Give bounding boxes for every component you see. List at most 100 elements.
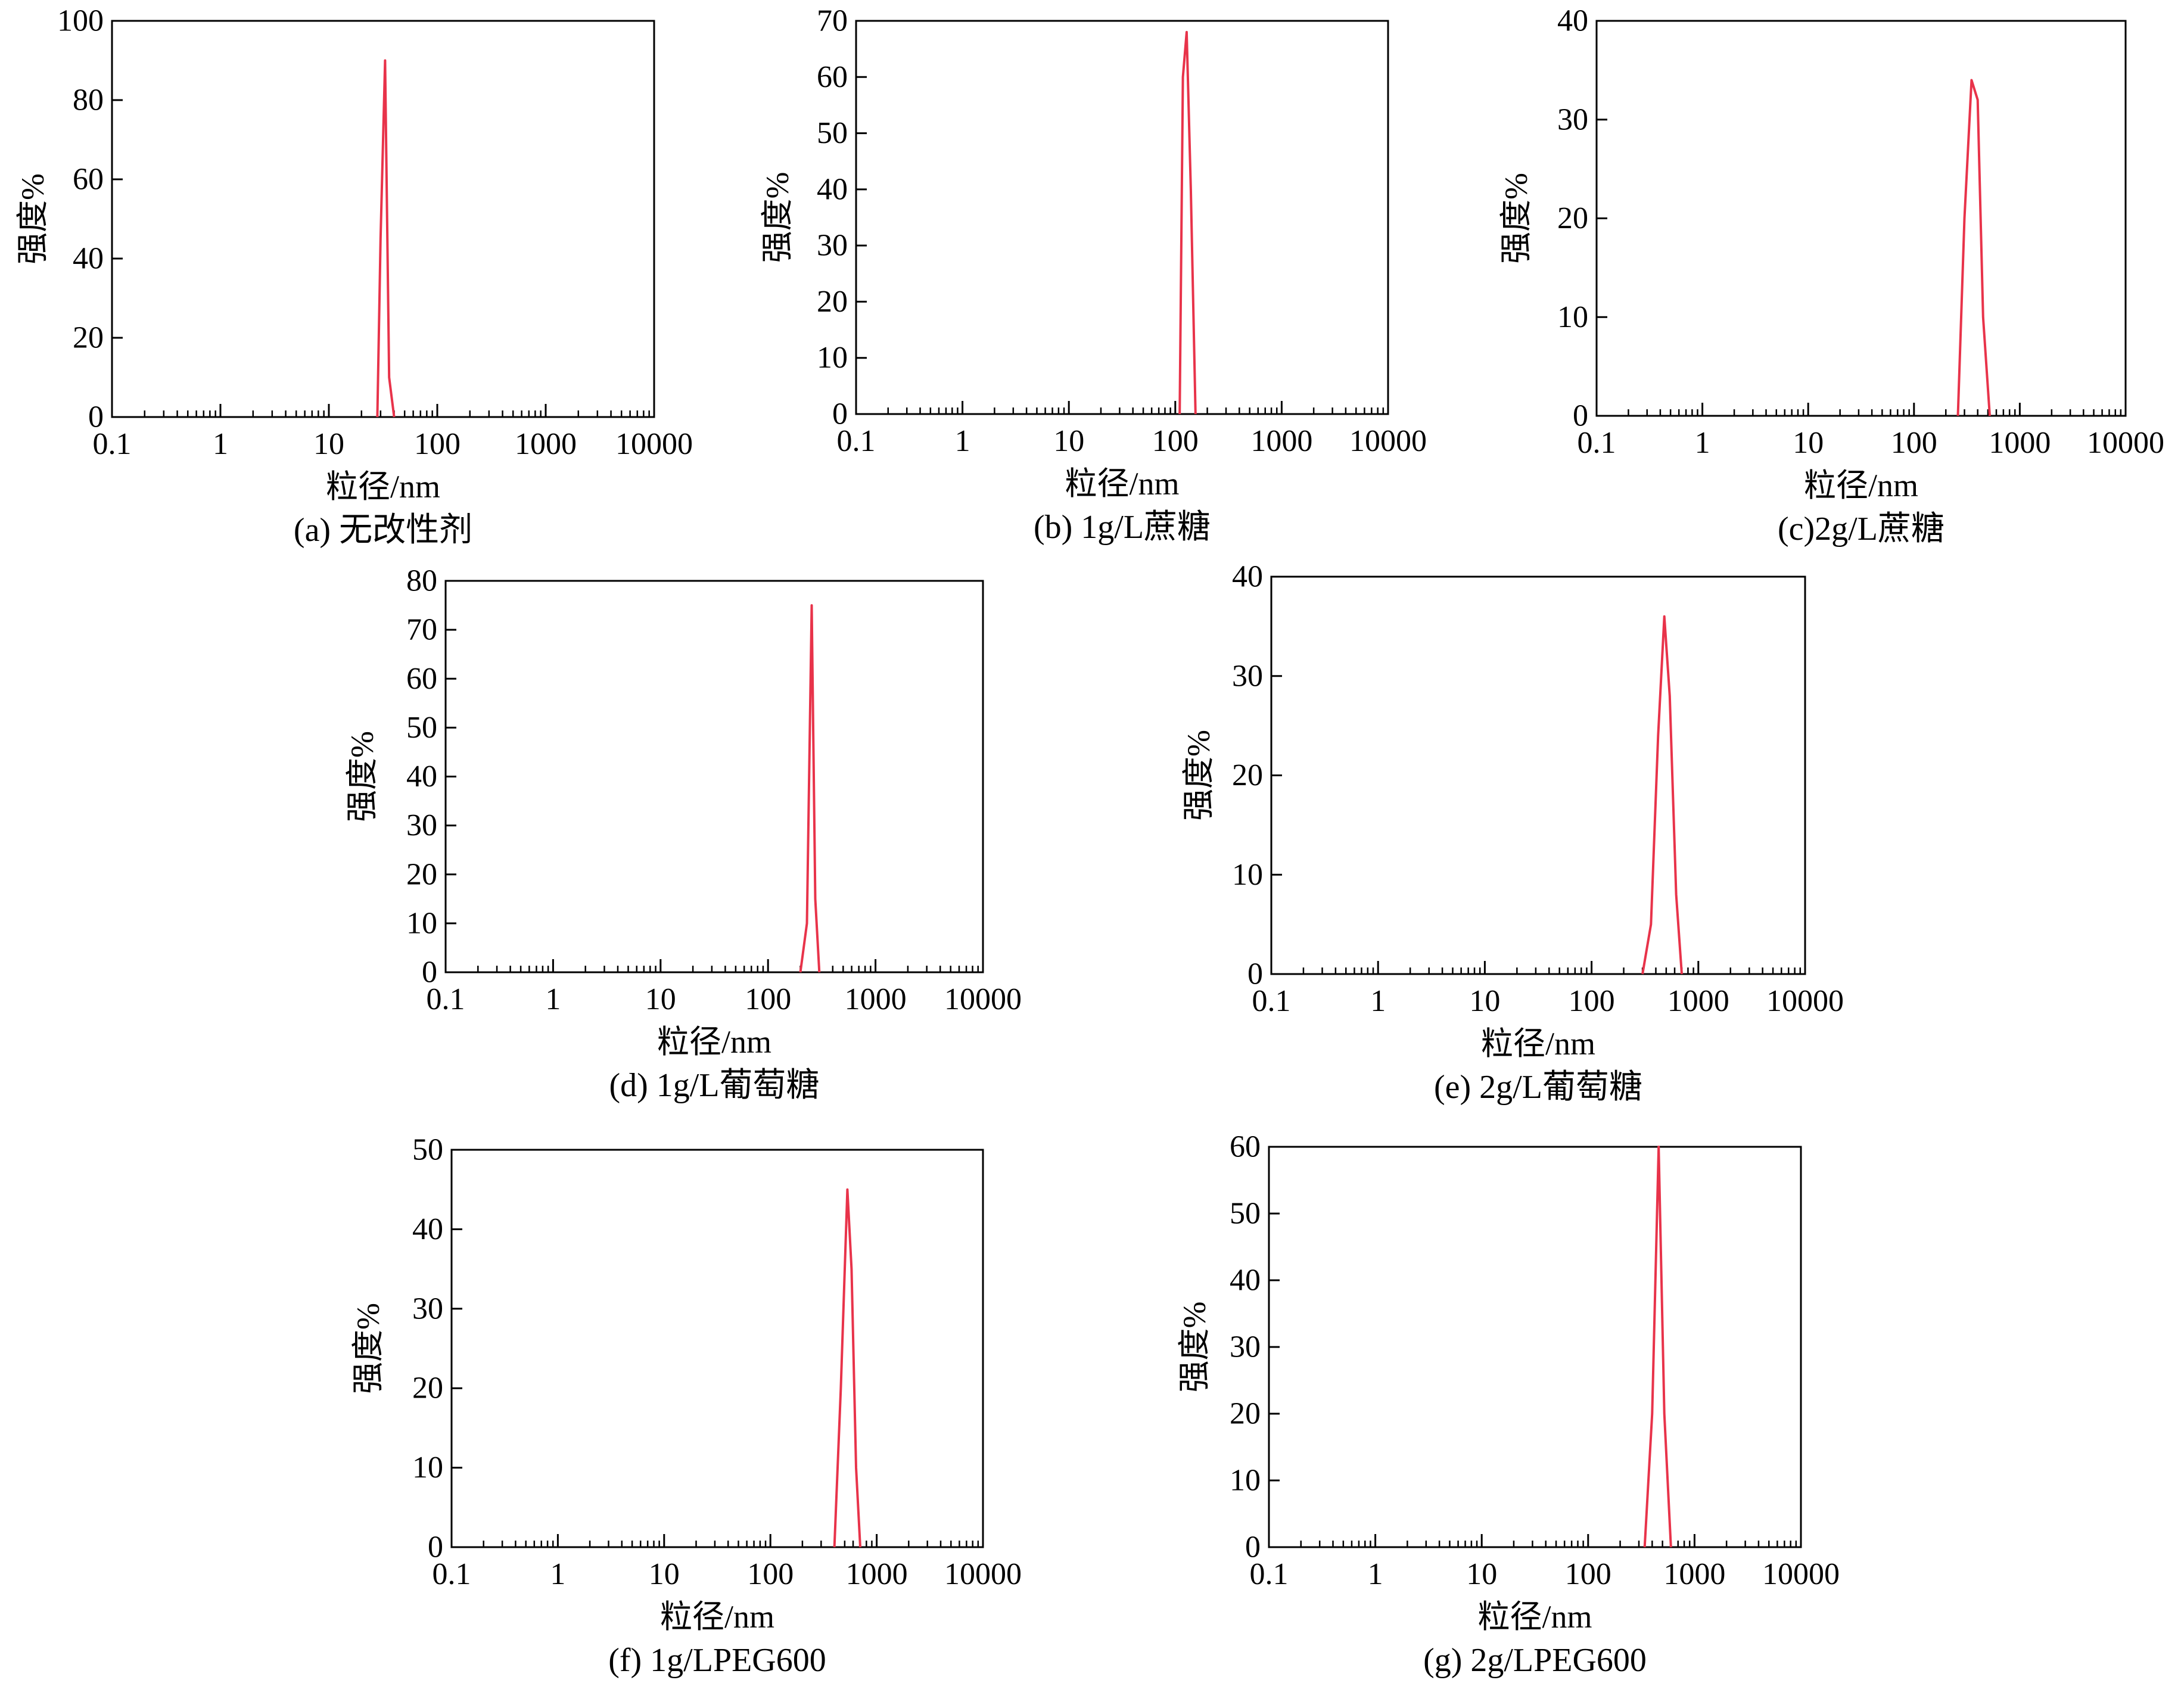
y-tick-label: 40 xyxy=(406,760,437,794)
y-tick-label: 10 xyxy=(412,1451,443,1485)
x-tick-label: 10 xyxy=(645,982,676,1016)
x-tick-label: 10000 xyxy=(2087,426,2164,460)
y-axis-label: 强度% xyxy=(760,172,795,263)
y-tick-label: 20 xyxy=(406,857,437,891)
x-tick-label: 100 xyxy=(745,982,791,1016)
x-tick-label: 100 xyxy=(747,1557,794,1591)
y-tick-label: 0 xyxy=(1573,399,1588,433)
x-tick-label: 0.1 xyxy=(1250,1557,1289,1591)
y-tick-label: 40 xyxy=(1230,1264,1261,1298)
y-tick-label: 40 xyxy=(1232,560,1263,594)
y-axis-label: 强度% xyxy=(350,1303,386,1394)
x-axis-label: 粒径/nm xyxy=(1804,468,1918,503)
y-axis-label: 强度% xyxy=(1498,173,1534,264)
panel-caption: (c)2g/L蔗糖 xyxy=(1778,511,1944,547)
y-tick-label: 20 xyxy=(412,1371,443,1405)
x-axis-label: 粒径/nm xyxy=(1477,1599,1592,1635)
series-line xyxy=(1641,615,1683,975)
x-tick-label: 1000 xyxy=(515,427,577,461)
x-tick-label: 0.1 xyxy=(427,982,465,1016)
chart-panel-e: 0 10 20 30 40 0.1 1 10 100 1000 10000 粒径/nm 强度% (e) 2… xyxy=(1181,560,1844,1106)
x-axis-label: 粒径/nm xyxy=(1481,1026,1595,1062)
chart-panel-b: 0 10 20 30 40 50 60 70 0.1 1 10 100 1000 10000 粒径/nm 强度… xyxy=(760,4,1427,546)
y-tick-label: 20 xyxy=(1230,1397,1261,1431)
series-line xyxy=(799,604,821,973)
y-tick-label: 30 xyxy=(1557,102,1588,136)
y-tick-label: 40 xyxy=(73,242,104,276)
y-tick-label: 60 xyxy=(1230,1130,1261,1164)
x-tick-label: 100 xyxy=(1565,1557,1611,1591)
chart-panel-f: 0 10 20 30 40 50 0.1 1 10 100 1000 10000 粒径/nm 强度% (f)… xyxy=(350,1133,1022,1679)
plot-frame xyxy=(444,580,984,973)
x-tick-label: 100 xyxy=(1891,426,1937,460)
y-tick-label: 50 xyxy=(412,1133,443,1167)
x-tick-label: 1000 xyxy=(1250,424,1312,458)
y-tick-label: 30 xyxy=(412,1292,443,1326)
y-axis-label: 强度% xyxy=(1177,1302,1212,1393)
x-tick-label: 1000 xyxy=(1663,1557,1725,1591)
x-tick-label: 1 xyxy=(955,424,970,458)
x-tick-label: 10000 xyxy=(1762,1557,1840,1591)
y-tick-label: 30 xyxy=(1230,1330,1261,1364)
x-axis-label: 粒径/nm xyxy=(660,1599,774,1635)
y-tick-label: 50 xyxy=(817,116,848,150)
x-tick-label: 1 xyxy=(550,1557,565,1591)
series-line xyxy=(1643,1146,1672,1548)
panel-caption: (f) 1g/LPEG600 xyxy=(608,1642,826,1679)
y-tick-label: 20 xyxy=(1232,758,1263,792)
x-tick-label: 1 xyxy=(1368,1557,1383,1591)
panel-caption: (b) 1g/L蔗糖 xyxy=(1034,509,1211,546)
y-tick-label: 80 xyxy=(73,83,104,117)
x-tick-label: 10 xyxy=(649,1557,680,1591)
x-tick-label: 10000 xyxy=(1766,984,1844,1018)
chart-panel-a: 0 20 40 60 80 100 0.1 1 10 100 1000 10000 粒径/nm 强度% (a… xyxy=(15,4,693,549)
y-tick-label: 10 xyxy=(817,341,848,375)
x-axis-label: 粒径/nm xyxy=(657,1024,771,1060)
panel-caption: (d) 1g/L葡萄糖 xyxy=(609,1067,819,1104)
y-tick-label: 100 xyxy=(57,4,104,38)
x-tick-label: 0.1 xyxy=(1578,426,1616,460)
y-tick-label: 10 xyxy=(1557,300,1588,334)
x-axis-label: 粒径/nm xyxy=(326,469,440,505)
series-line xyxy=(1956,79,1991,416)
y-tick-label: 10 xyxy=(1232,858,1263,892)
y-tick-label: 70 xyxy=(817,4,848,38)
x-axis-label: 粒径/nm xyxy=(1065,466,1179,502)
y-axis-label: 强度% xyxy=(344,731,380,822)
x-tick-label: 100 xyxy=(414,427,461,461)
y-tick-label: 20 xyxy=(1557,201,1588,235)
y-tick-label: 30 xyxy=(817,229,848,263)
x-tick-label: 1 xyxy=(1370,984,1386,1018)
y-tick-label: 60 xyxy=(406,662,437,696)
series-line xyxy=(1178,30,1197,415)
plot-frame xyxy=(111,20,655,418)
x-tick-label: 100 xyxy=(1569,984,1615,1018)
plot-frame xyxy=(1595,20,2127,417)
x-tick-label: 100 xyxy=(1152,424,1199,458)
x-tick-label: 10 xyxy=(1469,984,1500,1018)
x-tick-label: 10000 xyxy=(1349,424,1427,458)
panel-caption: (e) 2g/L葡萄糖 xyxy=(1434,1069,1642,1106)
y-tick-label: 20 xyxy=(817,285,848,319)
y-tick-label: 40 xyxy=(817,172,848,206)
plot-frame xyxy=(1270,575,1806,975)
y-tick-label: 60 xyxy=(73,163,104,197)
x-tick-label: 10 xyxy=(1053,424,1084,458)
y-tick-label: 50 xyxy=(406,711,437,745)
x-tick-label: 1000 xyxy=(846,1557,908,1591)
y-tick-label: 0 xyxy=(428,1530,443,1564)
x-tick-label: 0.1 xyxy=(433,1557,471,1591)
x-tick-label: 10000 xyxy=(944,982,1022,1016)
y-tick-label: 50 xyxy=(1230,1197,1261,1231)
y-tick-label: 10 xyxy=(1230,1464,1261,1498)
y-tick-label: 30 xyxy=(1232,659,1263,693)
y-axis-label: 强度% xyxy=(1181,730,1216,821)
x-tick-label: 10 xyxy=(313,427,344,461)
x-tick-label: 10000 xyxy=(944,1557,1022,1591)
y-tick-label: 0 xyxy=(832,397,848,431)
x-tick-label: 10000 xyxy=(615,427,693,461)
x-tick-label: 10 xyxy=(1793,426,1824,460)
y-tick-label: 40 xyxy=(412,1212,443,1246)
plot-frame xyxy=(1268,1146,1802,1548)
